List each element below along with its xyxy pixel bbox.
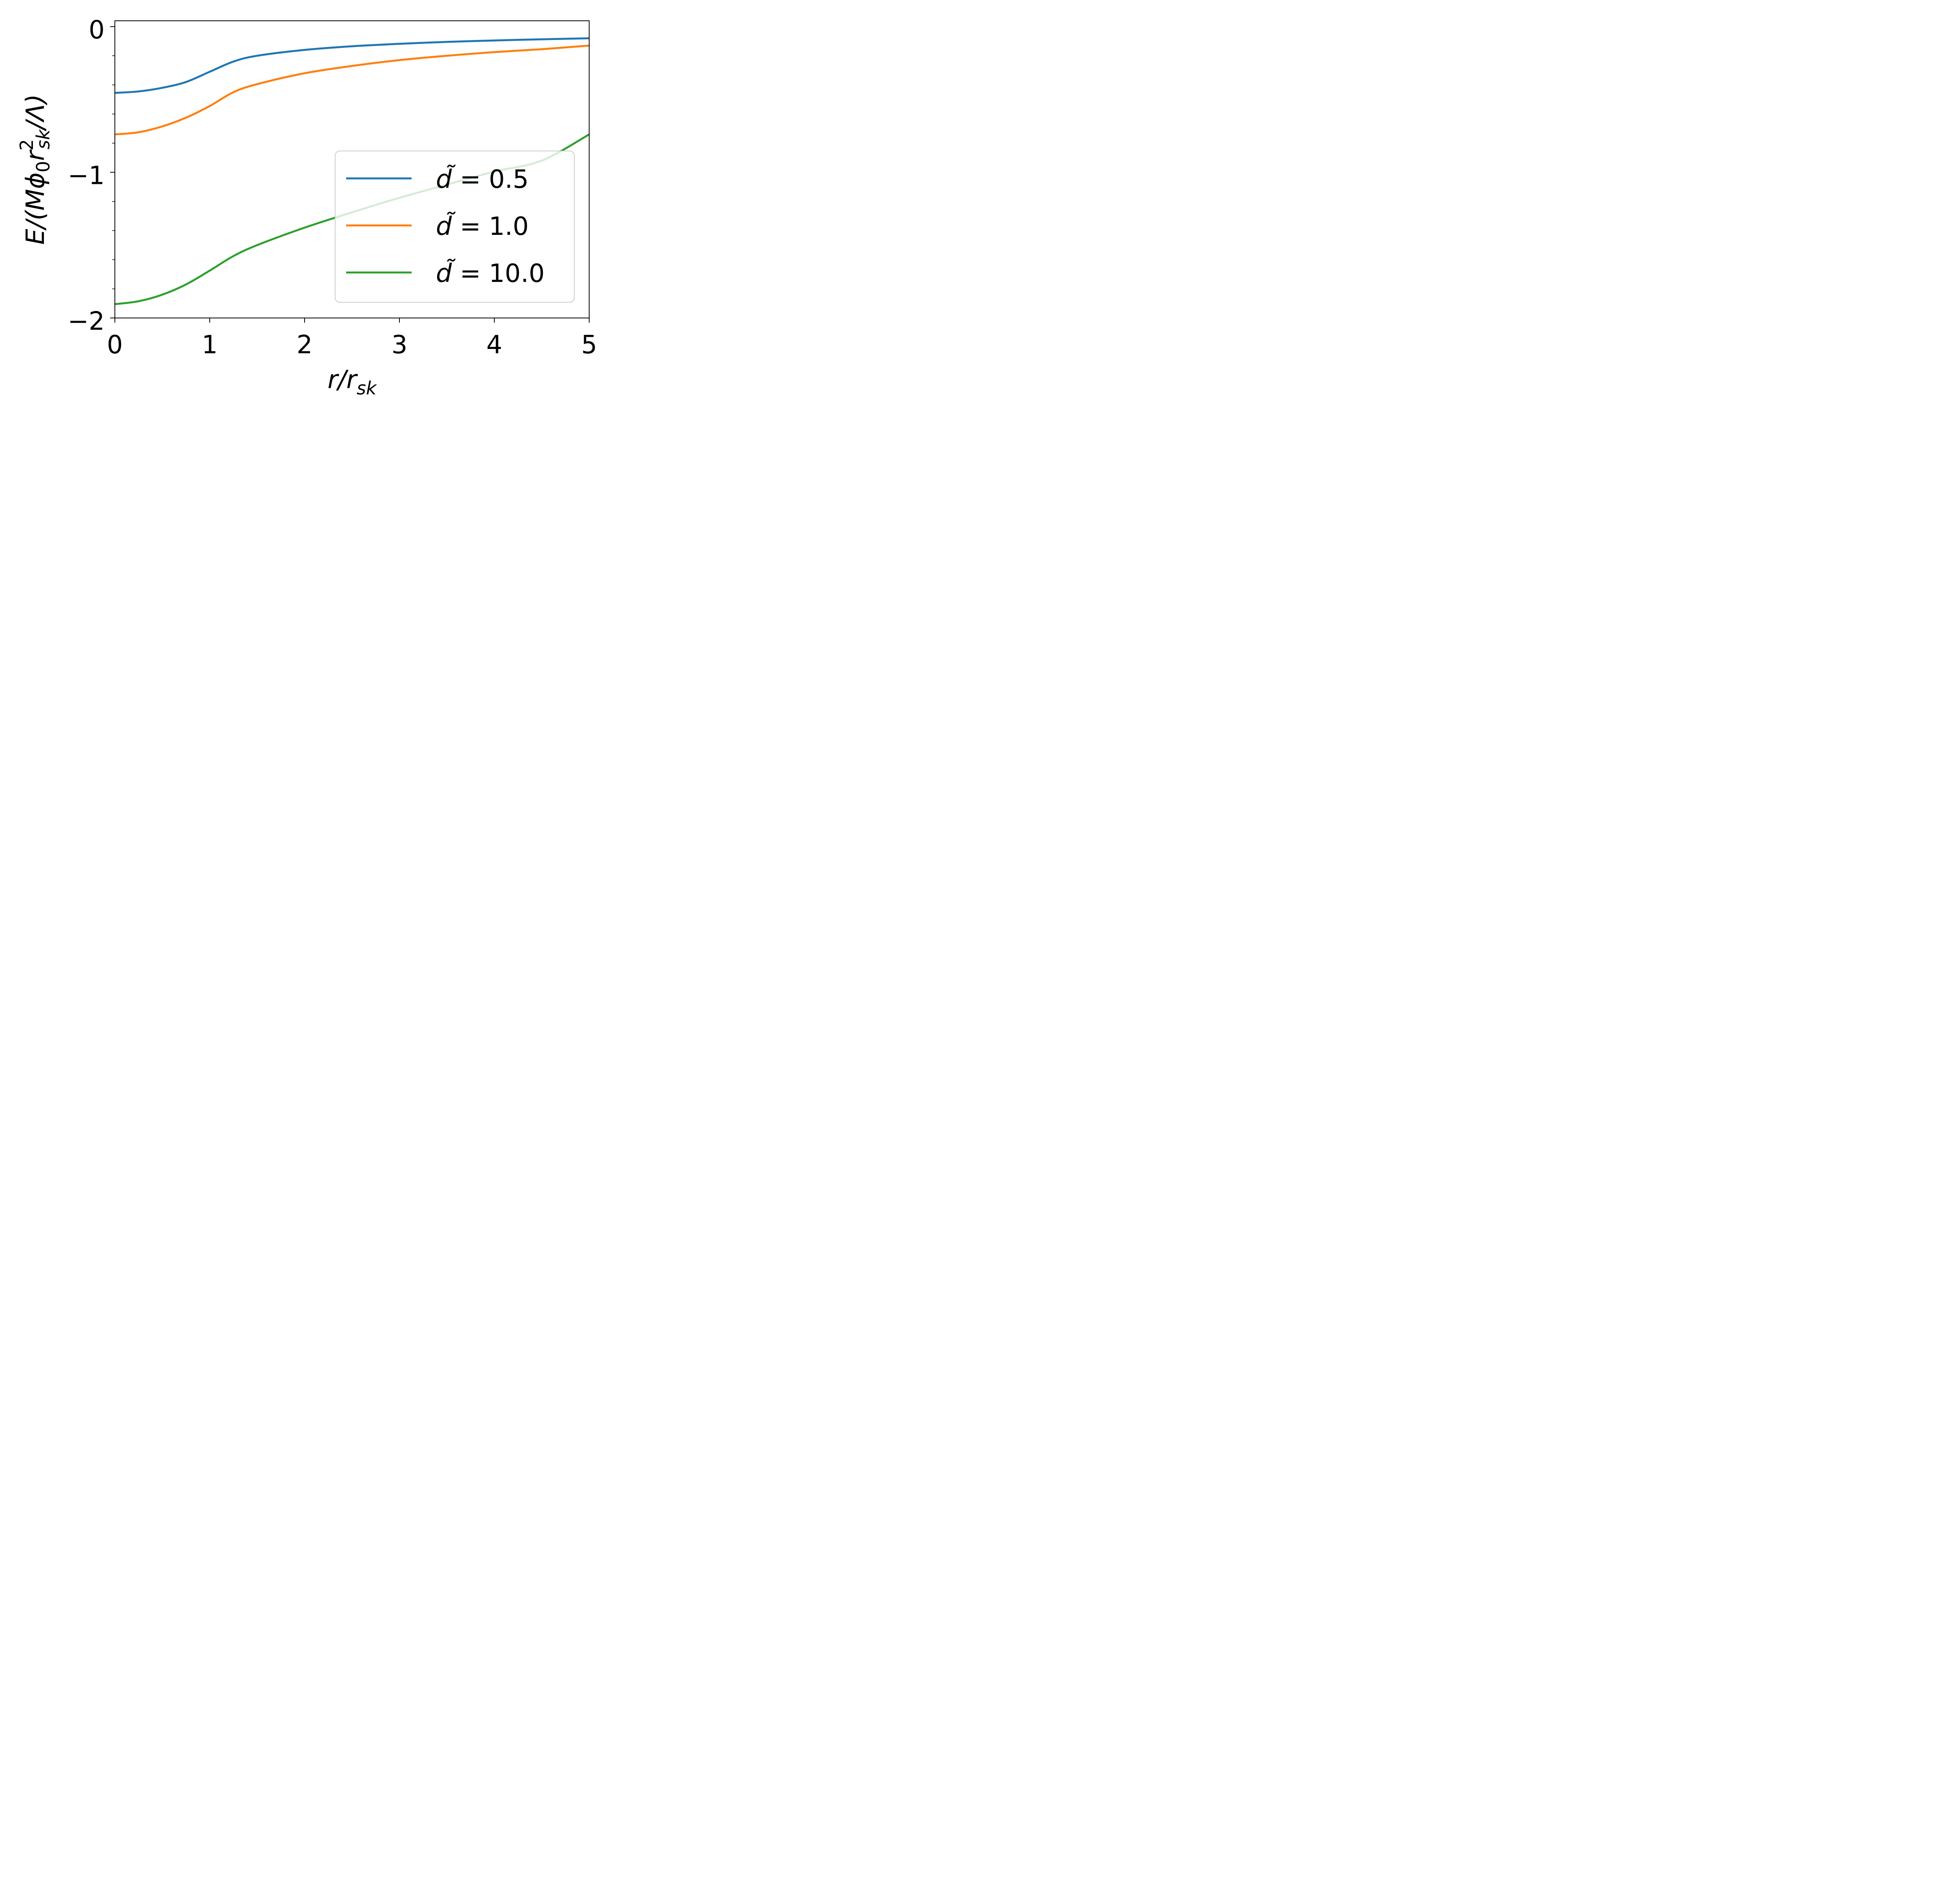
x-tick-label: 2: [297, 331, 313, 360]
series-line-2: [114, 44, 590, 136]
legend-box: [335, 151, 575, 303]
x-tick-label: 1: [202, 331, 218, 360]
y-tick-label: −1: [68, 161, 105, 190]
series-line-1: [114, 37, 590, 94]
ticks-layer: 0 1 2 3 4 5 −2 −1 0: [68, 16, 597, 360]
legend-label-1: d̃ = 0.5: [436, 164, 529, 194]
legend-label-3: d̃ = 10.0: [436, 258, 544, 288]
y-axis-label: E/(Mϕ0r2sk/Λ): [16, 94, 54, 245]
x-tick-label: 5: [581, 331, 597, 360]
x-tick-label: 4: [486, 331, 503, 360]
x-tick-label: 3: [392, 331, 408, 360]
plot-frame: [114, 20, 590, 318]
x-axis-label: r/rsk: [328, 365, 377, 399]
legend: d̃ = 0.5 d̃ = 1.0 d̃ = 10.0: [335, 151, 575, 303]
legend-label-2: d̃ = 1.0: [436, 211, 529, 241]
y-tick-label: 0: [89, 16, 105, 45]
x-tick-label: 0: [107, 331, 123, 360]
y-tick-label: −2: [68, 307, 105, 336]
chart: 0 1 2 3 4 5 −2 −1 0 r/rsk E/(Mϕ0r2sk/Λ) d̃ = 0.5…: [16, 16, 597, 399]
legend-entries: d̃ = 0.5 d̃ = 1.0 d̃ = 10.0: [346, 164, 544, 288]
